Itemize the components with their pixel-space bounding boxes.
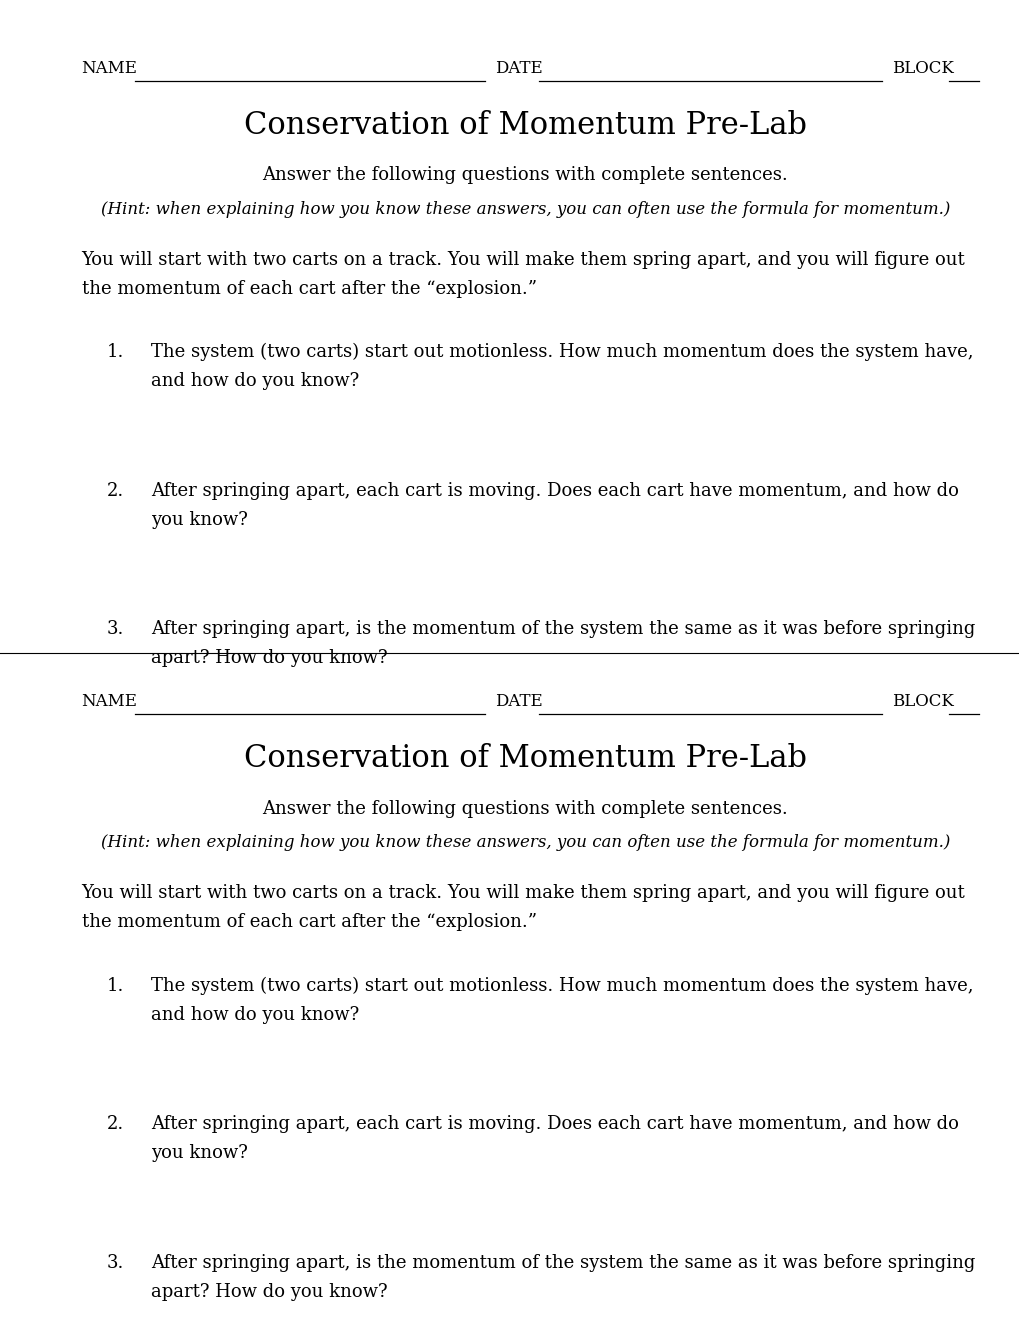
Text: BLOCK: BLOCK bbox=[892, 59, 954, 77]
Text: Conservation of Momentum Pre-Lab: Conservation of Momentum Pre-Lab bbox=[244, 110, 806, 140]
Text: 3.: 3. bbox=[107, 620, 124, 639]
Text: NAME: NAME bbox=[82, 59, 138, 77]
Text: the momentum of each cart after the “explosion.”: the momentum of each cart after the “exp… bbox=[82, 280, 536, 298]
Text: BLOCK: BLOCK bbox=[892, 693, 954, 710]
Text: and how do you know?: and how do you know? bbox=[151, 1006, 359, 1024]
Text: After springing apart, each cart is moving. Does each cart have momentum, and ho: After springing apart, each cart is movi… bbox=[151, 1115, 958, 1134]
Text: 1.: 1. bbox=[107, 343, 124, 362]
Text: you know?: you know? bbox=[151, 511, 248, 529]
Text: Answer the following questions with complete sentences.: Answer the following questions with comp… bbox=[262, 166, 788, 185]
Text: 1.: 1. bbox=[107, 977, 124, 995]
Text: and how do you know?: and how do you know? bbox=[151, 372, 359, 391]
Text: You will start with two carts on a track. You will make them spring apart, and y: You will start with two carts on a track… bbox=[82, 884, 964, 903]
Text: DATE: DATE bbox=[494, 59, 542, 77]
Text: The system (two carts) start out motionless. How much momentum does the system h: The system (two carts) start out motionl… bbox=[151, 977, 972, 995]
Text: Answer the following questions with complete sentences.: Answer the following questions with comp… bbox=[262, 800, 788, 818]
Text: The system (two carts) start out motionless. How much momentum does the system h: The system (two carts) start out motionl… bbox=[151, 343, 972, 362]
Text: After springing apart, is the momentum of the system the same as it was before s: After springing apart, is the momentum o… bbox=[151, 620, 974, 639]
Text: Conservation of Momentum Pre-Lab: Conservation of Momentum Pre-Lab bbox=[244, 743, 806, 774]
Text: 2.: 2. bbox=[107, 482, 124, 500]
Text: apart? How do you know?: apart? How do you know? bbox=[151, 649, 387, 668]
Text: the momentum of each cart after the “explosion.”: the momentum of each cart after the “exp… bbox=[82, 913, 536, 932]
Text: you know?: you know? bbox=[151, 1144, 248, 1163]
Text: You will start with two carts on a track. You will make them spring apart, and y: You will start with two carts on a track… bbox=[82, 251, 964, 269]
Text: apart? How do you know?: apart? How do you know? bbox=[151, 1283, 387, 1302]
Text: 3.: 3. bbox=[107, 1254, 124, 1272]
Text: NAME: NAME bbox=[82, 693, 138, 710]
Text: DATE: DATE bbox=[494, 693, 542, 710]
Text: (Hint: when explaining how you know these answers, you can often use the formula: (Hint: when explaining how you know thes… bbox=[101, 201, 949, 218]
Text: (Hint: when explaining how you know these answers, you can often use the formula: (Hint: when explaining how you know thes… bbox=[101, 834, 949, 851]
Text: After springing apart, is the momentum of the system the same as it was before s: After springing apart, is the momentum o… bbox=[151, 1254, 974, 1272]
Text: After springing apart, each cart is moving. Does each cart have momentum, and ho: After springing apart, each cart is movi… bbox=[151, 482, 958, 500]
Text: 2.: 2. bbox=[107, 1115, 124, 1134]
